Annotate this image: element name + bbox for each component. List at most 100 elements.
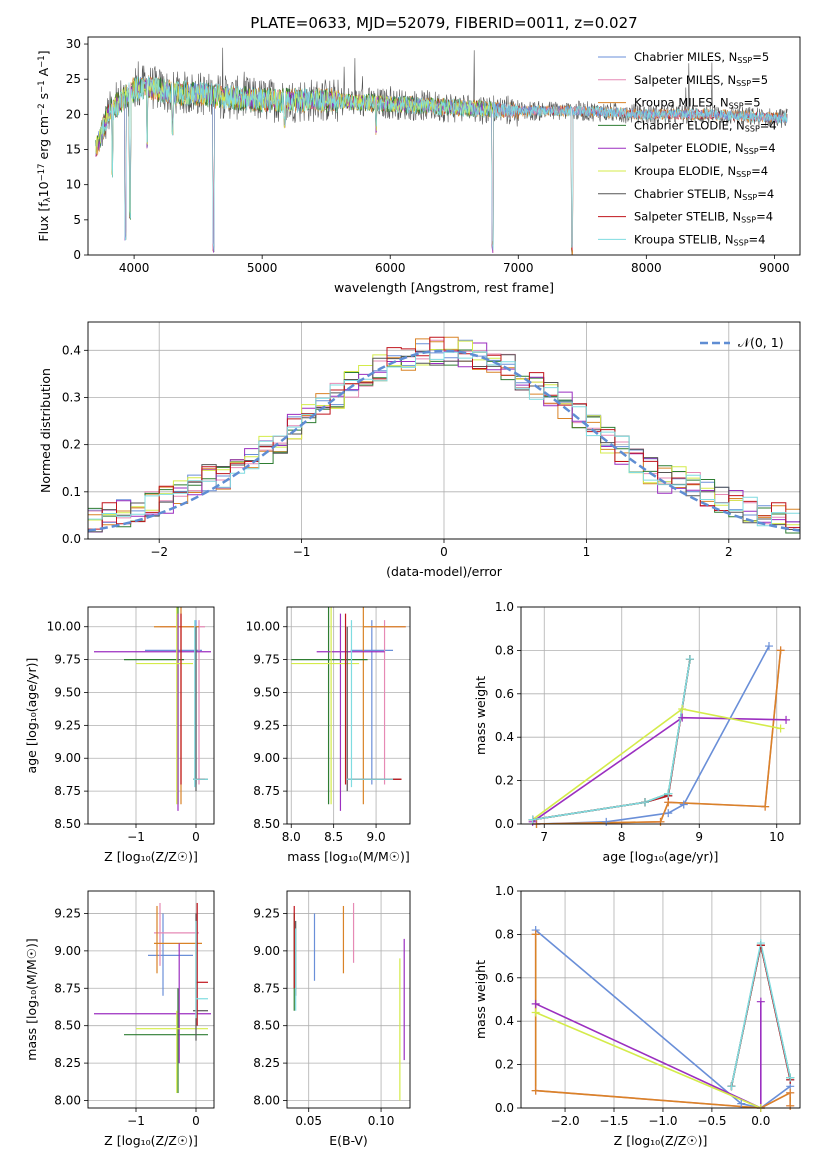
massweight_vs_Z-ytick-label: 0.6	[495, 971, 514, 985]
age_vs_mass-panel: 8.0 8.5 9.0 8.50 8.75 9.00 9.25 9.50 9.75 10.00 ma…	[246, 606, 411, 864]
age_vs_mass-ytick-label: 10.00	[246, 620, 280, 634]
legend-imf: Kroupa STELIB	[634, 232, 718, 246]
legend-n-eq: =	[749, 232, 759, 246]
spectrum-xtick-label: 7000	[503, 261, 534, 275]
legend-n-prefix: , N	[721, 50, 737, 64]
age_vs_Z-ytick-label: 9.50	[54, 685, 81, 699]
residuals-legend: 𝒩(0, 1)	[700, 335, 784, 350]
mass_vs_EBV-panel: 0.05 0.10 8.00 8.25 8.50 8.75 9.00 9.25 E(B-V)	[253, 890, 411, 1148]
massweight_vs_Z-panel: −2.0 −1.5 −1.0 −0.5 0.0 0.0 0.2 0.4 0.6 0.8 1.0 Z […	[473, 884, 801, 1148]
legend-n-value: 5	[762, 50, 769, 64]
weight-point-salpeter-elodie	[531, 999, 540, 1008]
residuals-ytick-label: 0.1	[62, 485, 81, 499]
spectrum-line-chabrier-stelib	[100, 47, 788, 255]
legend-imf: Kroupa MILES	[634, 96, 713, 110]
legend-n-value: 4	[769, 118, 776, 132]
residuals-ytick-label: 0.4	[62, 343, 81, 357]
weight-point-kroupa-miles	[531, 930, 540, 939]
legend-n-eq: =	[744, 96, 754, 110]
spectrum-ylabel-part: s	[36, 93, 51, 104]
figure-title: PLATE=0633, MJD=52079, FIBERID=0011, z=0…	[250, 14, 637, 32]
weight-point-kroupa-stelib	[664, 789, 673, 798]
legend-entry: Chabrier ELODIE, NSSP=4	[634, 118, 777, 133]
residuals-xlabel: (data-model)/error	[386, 564, 503, 579]
legend-n-eq: =	[751, 73, 761, 87]
weight-point-kroupa-miles	[531, 1086, 540, 1095]
mass_vs_EBV-ytick-label: 8.00	[253, 1094, 280, 1108]
massweight_vs_age-xtick-label: 7	[540, 830, 548, 844]
residuals-ytick-label: 0.0	[62, 532, 81, 546]
spectrum-plot-area	[95, 47, 788, 255]
legend-n-prefix: , N	[726, 187, 742, 201]
legend-entry: Chabrier STELIB, NSSP=4	[634, 187, 774, 202]
mass_vs_Z-xtick-label: −1	[127, 1114, 145, 1128]
massweight_vs_Z-xtick-label: 0.0	[751, 1114, 770, 1128]
weight-point-kroupa-miles	[761, 802, 770, 811]
mass_vs_EBV-ytick-label: 9.25	[253, 906, 280, 920]
spectrum-ylabel-part: −1	[37, 80, 47, 93]
legend-n-prefix: , N	[728, 141, 744, 155]
massweight_vs_Z-ytick-label: 0.2	[495, 1058, 514, 1072]
massweight_vs_Z-ytick-label: 0.8	[495, 927, 514, 941]
spectrum-ylabel-part: A	[36, 67, 51, 80]
weight-point-chabrier-miles	[765, 642, 773, 651]
legend-n-prefix: , N	[720, 73, 736, 87]
residuals-plot-area	[88, 336, 800, 534]
age_vs_mass-xtick-label: 8.5	[324, 830, 343, 844]
mass_vs_EBV-xtick-label: 0.05	[295, 1114, 322, 1128]
massweight_vs_Z-ytick-label: 1.0	[495, 884, 514, 898]
massweight_vs_Z-ytick-label: 0.4	[495, 1014, 514, 1028]
legend-n-prefix: , N	[718, 232, 734, 246]
legend-n-prefix: , N	[729, 118, 745, 132]
legend-n-value: 5	[753, 96, 760, 110]
legend-n-value: 4	[758, 232, 765, 246]
massweight_vs_age-ytick-label: 0.6	[495, 687, 514, 701]
legend-n-eq: =	[752, 50, 762, 64]
age_vs_Z-ytick-label: 8.50	[54, 817, 81, 831]
mass_vs_EBV-plot-area	[293, 902, 405, 1101]
legend-n-sub: SSP	[734, 238, 749, 247]
legend-n-sub: SSP	[737, 56, 752, 65]
mass_vs_EBV-frame	[286, 890, 411, 1109]
normal-density-curve	[88, 349, 800, 532]
legend-imf: Chabrier ELODIE	[634, 118, 729, 132]
legend-entry: Salpeter STELIB, NSSP=4	[634, 210, 773, 225]
mass_vs_Z-ytick-label: 8.00	[54, 1094, 81, 1108]
age_vs_mass-ytick-label: 9.50	[253, 685, 280, 699]
mass_vs_EBV-ytick-label: 8.25	[253, 1056, 280, 1070]
age_vs_mass-ytick-label: 8.75	[253, 784, 280, 798]
weight-point-chabrier-miles	[679, 800, 688, 809]
residuals-ytick-label: 0.3	[62, 390, 81, 404]
mass_vs_Z-frame	[87, 890, 215, 1109]
spectrum-ytick-label: 25	[66, 72, 81, 86]
weight-point-kroupa-miles	[776, 646, 785, 655]
residual-hist-kroupa-stelib	[88, 351, 800, 527]
weight-point-kroupa-stelib	[641, 798, 649, 807]
legend-n-sub: SSP	[745, 124, 760, 133]
spectrum-xtick-label: 5000	[247, 261, 278, 275]
weight-point-kroupa-stelib	[756, 939, 765, 948]
residuals-xtick-label: 0	[440, 545, 448, 559]
spectrum-ytick-label: 10	[66, 178, 81, 192]
residuals-ylabel: Normed distribution	[38, 368, 53, 493]
weight-point-salpeter-elodie	[782, 715, 791, 724]
age_vs_Z-ylabel: age [log₁₀(age/yr)]	[24, 658, 39, 774]
mass_vs_EBV-ytick-label: 9.00	[253, 944, 280, 958]
weight-point-kroupa-stelib	[786, 1073, 795, 1082]
spectrum-xlabel: wavelength [Angstrom, rest frame]	[334, 280, 554, 295]
legend-entry: Kroupa MILES, NSSP=5	[634, 96, 761, 111]
spectrum-ytick-label: 15	[66, 143, 81, 157]
age_vs_mass-plot-area	[291, 607, 406, 811]
age_vs_Z-ytick-label: 9.25	[54, 718, 81, 732]
spectrum-ylabel-part: −17	[37, 163, 47, 181]
weight-point-kroupa-miles	[786, 1101, 795, 1110]
age_vs_Z-ytick-label: 10.00	[47, 620, 81, 634]
age_vs_Z-ytick-label: 9.75	[54, 653, 81, 667]
legend-n-eq: =	[757, 187, 767, 201]
age_vs_Z-xtick-label: 0	[192, 830, 200, 844]
weight-point-kroupa-miles	[786, 1088, 795, 1097]
age_vs_mass-ytick-label: 9.75	[253, 653, 280, 667]
legend-n-sub: SSP	[729, 102, 744, 111]
